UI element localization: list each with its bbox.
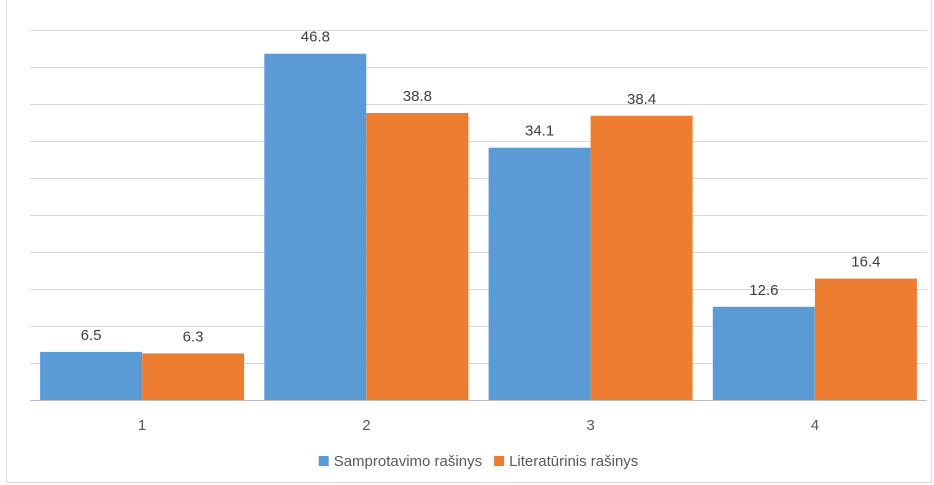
bar-series-1-cat-1 (40, 351, 143, 400)
bar-series-2-cat-3 (590, 115, 693, 401)
data-label: 38.4 (627, 91, 656, 108)
x-tick-label: 4 (811, 417, 819, 434)
bar-series-1-cat-3 (488, 147, 591, 400)
legend-label: Samprotavimo rašinys (334, 453, 482, 470)
x-axis-ticks: 1 2 3 4 (138, 417, 819, 434)
bar-series-1-cat-2 (264, 53, 367, 400)
x-tick-label: 1 (138, 417, 146, 434)
data-label: 16.4 (851, 254, 880, 271)
data-label: 12.6 (749, 282, 778, 299)
legend: Samprotavimo rašinys Literatūrinis rašiny… (318, 453, 638, 470)
chart-frame (6, 0, 932, 483)
data-labels: 6.5 6.3 46.8 38.8 34.1 38.4 12.6 16.4 (81, 29, 881, 346)
data-label: 34.1 (525, 123, 554, 140)
data-label: 6.5 (81, 327, 102, 344)
legend-item-2: Literatūrinis rašinys (494, 453, 638, 470)
legend-label: Literatūrinis rašinys (509, 453, 638, 470)
x-tick-label: 2 (362, 417, 370, 434)
legend-swatch (494, 456, 505, 466)
bar-series-2-cat-1 (142, 353, 245, 400)
gridlines (30, 30, 927, 401)
data-label: 38.8 (403, 88, 432, 105)
bars (40, 53, 917, 401)
data-label: 6.3 (183, 328, 204, 345)
legend-swatch (318, 456, 329, 466)
x-tick-label: 3 (586, 417, 594, 434)
data-label: 46.8 (301, 29, 330, 46)
bar-series-2-cat-4 (814, 278, 917, 400)
bar-series-1-cat-4 (712, 306, 815, 400)
legend-item-1: Samprotavimo rašinys (318, 453, 482, 470)
bar-series-2-cat-2 (366, 112, 469, 401)
